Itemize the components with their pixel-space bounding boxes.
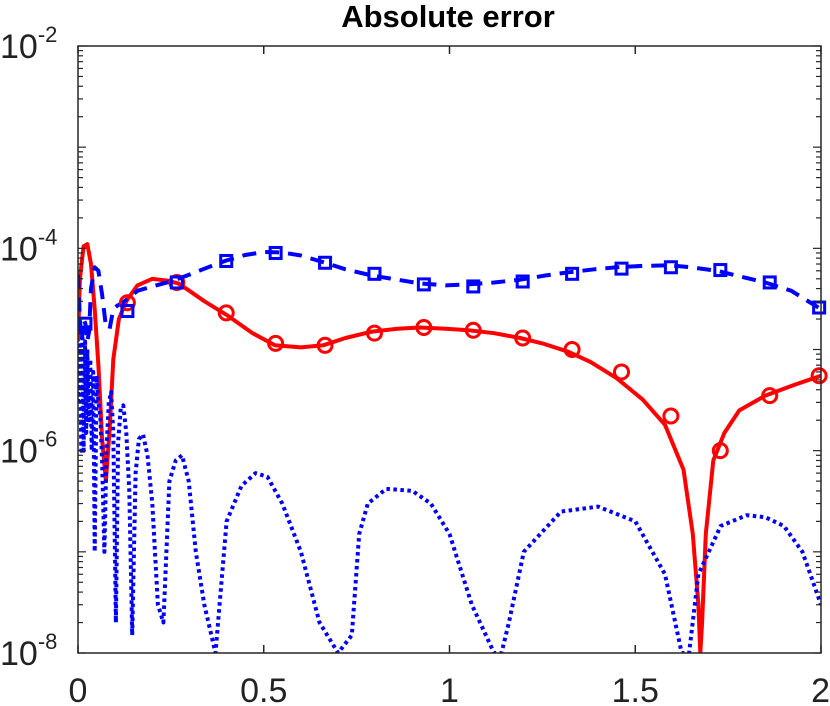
square-marker [515,274,530,289]
series-line-1 [78,242,821,653]
square-marker [416,277,431,292]
circle-marker [514,329,532,347]
square-marker [812,300,827,315]
x-tick-label: 1.5 [612,672,659,706]
square-marker [762,275,777,290]
square-marker [614,261,629,276]
square-marker [565,266,580,281]
circle-marker [464,321,482,339]
x-tick-label: 2 [811,672,830,706]
circle-marker [613,363,631,381]
square-marker [268,245,283,260]
y-axis-ticks: 10-8 10-6 10-4 10-2 [0,22,821,673]
series-markers [78,245,828,460]
axes-box [77,45,822,654]
square-marker [713,263,728,278]
circle-marker [316,336,334,354]
square-marker [219,253,234,268]
x-tick-label: 1 [440,672,459,706]
square-marker [78,316,93,331]
circle-marker [810,367,828,385]
circle-marker [415,318,433,336]
circle-marker [563,341,581,358]
circle-marker [118,294,136,312]
x-tick-label: 0.5 [240,672,287,706]
square-marker [169,275,184,290]
series-line-2 [78,250,821,344]
square-marker [663,260,678,275]
series-lines [78,242,821,653]
circle-marker [365,324,383,342]
y-tick-label: 10-8 [0,629,57,673]
circle-marker [217,304,235,322]
square-marker [120,304,135,319]
y-tick-label: 10-2 [0,22,57,66]
x-axis-ticks: 0 0.5 1 1.5 2 [69,46,830,706]
square-marker [318,255,333,270]
circle-marker [711,442,729,460]
circle-marker [761,387,779,405]
chart-title: Absolute error [341,0,555,34]
x-tick-label: 0 [69,672,88,706]
y-tick-label: 10-6 [0,427,57,471]
circle-marker [662,407,680,425]
circle-marker [267,334,285,352]
square-marker [367,266,382,281]
y-tick-label: 10-4 [0,224,57,268]
series-line-3 [78,336,821,653]
square-marker [466,279,481,294]
